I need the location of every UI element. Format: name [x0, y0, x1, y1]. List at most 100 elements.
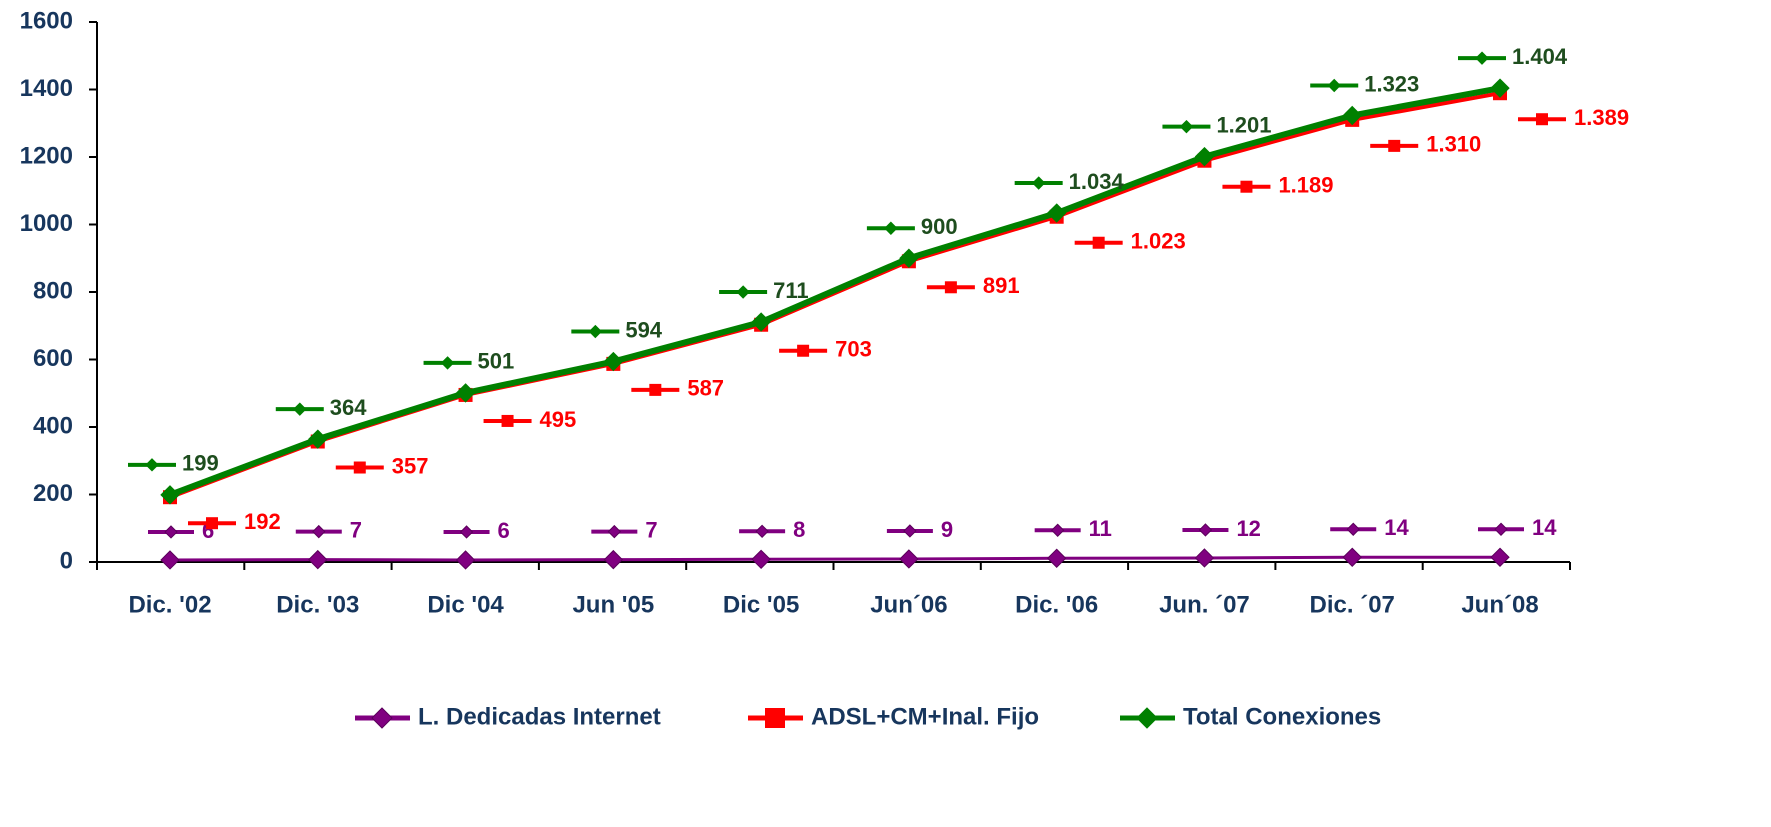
data-point: [899, 248, 919, 268]
label-key-marker: [1346, 522, 1360, 536]
y-tick-label: 1600: [20, 7, 73, 34]
legend-marker: [371, 707, 393, 729]
series-line: [168, 85, 1501, 498]
data-point: [603, 549, 624, 570]
label-key-marker: [293, 402, 307, 416]
label-key-marker: [736, 285, 750, 299]
data-label: 1.323: [1364, 71, 1419, 96]
data-label: 501: [478, 349, 515, 374]
data-label: 900: [921, 214, 958, 239]
data-label: 9: [941, 517, 953, 542]
data-label: 7: [645, 517, 657, 542]
label-key-marker: [797, 344, 810, 357]
y-tick-label: 400: [33, 412, 73, 439]
y-tick-label: 1400: [20, 75, 73, 102]
legend-marker: [1136, 707, 1158, 729]
x-tick-label: Jun´06: [870, 591, 947, 618]
data-label: 1.389: [1574, 105, 1629, 130]
data-point: [1194, 548, 1215, 568]
label-key-marker: [312, 524, 326, 539]
data-label: 495: [540, 407, 577, 432]
data-point: [1194, 146, 1215, 167]
label-key-marker: [1179, 119, 1194, 134]
y-tick-label: 200: [33, 480, 73, 507]
data-point: [1490, 78, 1510, 98]
label-key-marker: [1031, 176, 1046, 190]
label-key-marker: [1475, 51, 1489, 65]
data-label: 357: [392, 453, 429, 478]
label-key-marker: [1092, 236, 1105, 249]
label-key-marker: [1494, 522, 1508, 536]
data-label: 1.023: [1131, 229, 1186, 254]
x-tick-label: Dic '05: [723, 591, 799, 618]
data-label: 14: [1532, 515, 1557, 540]
data-label: 711: [773, 278, 809, 303]
label-key-marker: [755, 524, 769, 539]
y-tick-label: 600: [33, 345, 73, 372]
label-key-marker: [1198, 523, 1213, 537]
label-key-marker: [1536, 113, 1548, 126]
label-key-marker: [588, 324, 603, 339]
label-key-marker: [1388, 139, 1401, 152]
label-key-marker: [1240, 180, 1253, 193]
data-label: 192: [244, 509, 281, 534]
data-label: 703: [835, 337, 872, 362]
label-key-marker: [501, 414, 514, 427]
data-label: 594: [625, 317, 662, 342]
data-label: 1.310: [1426, 132, 1481, 157]
x-tick-label: Dic. ´07: [1310, 591, 1395, 618]
x-tick-label: Dic '04: [427, 591, 504, 618]
label-key-marker: [353, 461, 366, 474]
data-label: 1.034: [1069, 169, 1125, 194]
data-label: 364: [330, 395, 367, 420]
data-label: 1.201: [1216, 112, 1271, 137]
legend-label: ADSL+CM+Inal. Fijo: [811, 703, 1039, 730]
label-key-marker: [607, 524, 622, 539]
data-point: [160, 485, 180, 505]
data-label: 11: [1089, 516, 1112, 541]
label-key-marker: [145, 458, 159, 472]
label-key-marker: [1327, 78, 1341, 93]
label-key-marker: [440, 356, 455, 370]
data-label: 587: [687, 376, 724, 401]
x-tick-label: Dic. '02: [128, 591, 211, 618]
data-point: [1342, 105, 1362, 126]
label-key-marker: [903, 524, 917, 538]
data-point: [1046, 203, 1067, 223]
data-point: [899, 549, 919, 569]
data-label: 891: [983, 273, 1020, 298]
data-point: [1490, 547, 1510, 567]
label-key-marker: [206, 517, 218, 530]
x-tick-label: Jun. ´07: [1159, 591, 1250, 618]
x-tick-label: Jun´08: [1461, 591, 1538, 618]
data-point: [455, 383, 476, 403]
label-key-marker: [459, 525, 474, 539]
x-tick-label: Jun '05: [572, 591, 654, 618]
legend-label: L. Dedicadas Internet: [418, 703, 661, 730]
legend-marker: [765, 708, 785, 728]
x-tick-label: Dic. '03: [276, 591, 359, 618]
data-label: 12: [1236, 516, 1260, 541]
data-point: [455, 550, 476, 570]
data-point: [751, 312, 771, 332]
y-tick-label: 0: [60, 547, 73, 574]
data-label: 1.189: [1278, 173, 1333, 198]
data-point: [1046, 548, 1067, 568]
label-key-marker: [1050, 523, 1065, 537]
data-label: 6: [498, 518, 510, 543]
data-point: [1342, 547, 1362, 567]
data-point: [308, 549, 328, 570]
data-point: [751, 549, 771, 570]
series-line: [169, 555, 1500, 562]
data-label: 14: [1384, 515, 1409, 540]
data-point: [603, 351, 624, 372]
data-label: 7: [350, 517, 362, 542]
label-key-marker: [884, 221, 898, 235]
x-tick-label: Dic. '06: [1015, 591, 1098, 618]
data-label: 8: [793, 517, 805, 542]
data-point: [160, 550, 180, 570]
series-line: [169, 91, 1501, 500]
label-key-marker: [649, 383, 662, 396]
data-label: 1.404: [1512, 44, 1568, 69]
